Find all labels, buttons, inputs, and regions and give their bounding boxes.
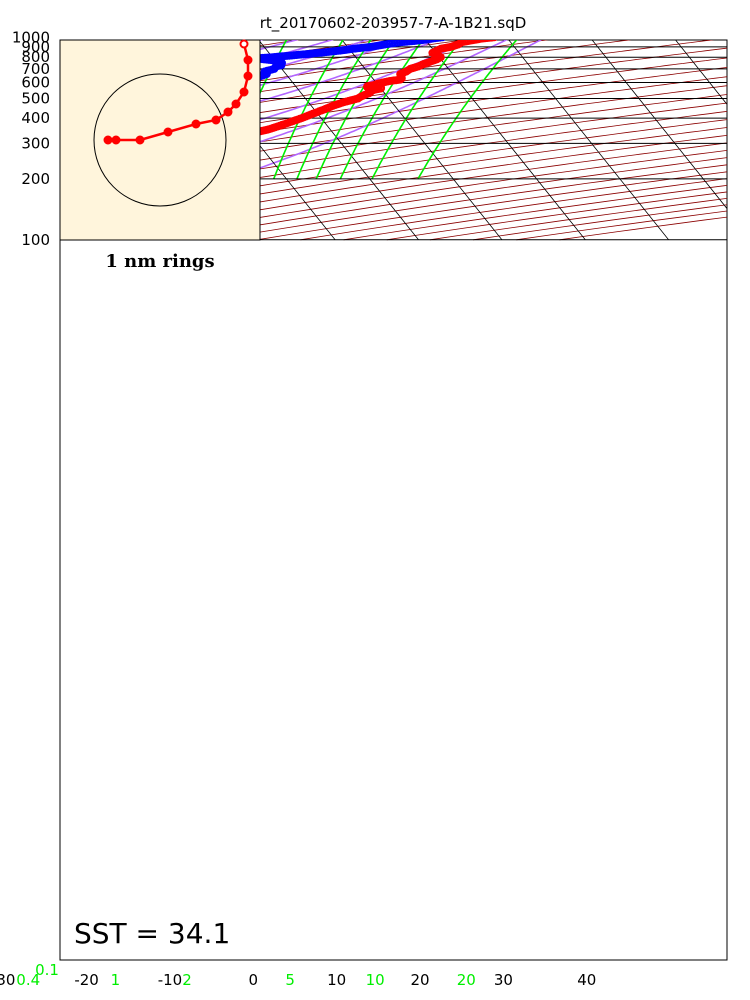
dewpoint-point xyxy=(0,132,6,138)
chart-title: rt_20170602-203957-7-A-1B21.sqD xyxy=(260,14,527,33)
isotherm-line xyxy=(341,40,503,241)
isotherm-line xyxy=(0,33,2,240)
drift-track-point xyxy=(103,135,113,145)
drift-track-point xyxy=(191,119,201,129)
dry-adiabat-line xyxy=(60,102,727,204)
drift-track-point xyxy=(223,107,233,117)
mixing-ratio-label: 10 xyxy=(366,971,385,989)
dry-adiabat-line xyxy=(84,142,727,241)
dry-adiabat-line xyxy=(127,149,727,241)
inset-background xyxy=(59,39,261,241)
mixing-ratio-label: 1 xyxy=(111,971,121,989)
dewpoint-point xyxy=(2,132,8,138)
y-tick-label: 500 xyxy=(21,89,50,107)
temperature-point xyxy=(491,40,498,42)
dry-adiabat-line xyxy=(60,134,727,237)
y-tick-label: 700 xyxy=(21,60,50,78)
dewpoint-point xyxy=(7,131,13,137)
drift-track-point xyxy=(243,55,253,65)
x-tick-label: -20 xyxy=(74,971,99,989)
isotherm-line xyxy=(675,40,727,105)
dewpoint-point xyxy=(35,128,41,134)
y-tick-label: 900 xyxy=(21,38,50,56)
drift-track-point xyxy=(211,115,221,125)
x-tick-label: -30 xyxy=(0,971,15,989)
drift-track-point xyxy=(239,39,249,49)
dewpoint-point xyxy=(33,128,39,134)
inset-track-panel: 1 nm rings xyxy=(59,39,261,272)
moist-adiabat-line xyxy=(60,40,543,225)
isotherm-line xyxy=(508,40,669,241)
mixing-ratio-label: 0.1 xyxy=(35,961,59,979)
drift-track-point xyxy=(135,135,145,145)
isotherm-line xyxy=(424,40,586,241)
dry-adiabat-line xyxy=(60,57,727,157)
drift-track-point xyxy=(239,87,249,97)
dry-adiabat-line xyxy=(60,111,727,212)
dry-adiabat-line xyxy=(60,119,727,221)
mixing-ratio-line xyxy=(272,40,344,180)
mixing-ratio-label: 5 xyxy=(285,971,295,989)
drift-track-point xyxy=(231,99,241,109)
dry-adiabat-line xyxy=(60,127,727,229)
mixing-ratio-label: 0.4 xyxy=(16,971,40,989)
mixing-ratio-labels: 0.10.4 1 2 5 10 20 xyxy=(16,961,476,989)
x-tick-label: 0 xyxy=(249,971,259,989)
dewpoint-point xyxy=(439,40,446,42)
x-tick-label: 10 xyxy=(327,971,346,989)
y-tick-label: 800 xyxy=(21,48,50,66)
dewpoint-point xyxy=(60,125,61,131)
x-tick-label: 40 xyxy=(577,971,596,989)
mixing-ratio-label: 2 xyxy=(182,971,192,989)
dewpoint-point xyxy=(44,127,50,133)
x-tick-label: -10 xyxy=(158,971,183,989)
inset-label: 1 nm rings xyxy=(105,251,214,272)
sst-label: SST = 34.1 xyxy=(74,917,230,950)
drift-track-point xyxy=(111,135,121,145)
isotherm-line xyxy=(591,40,727,210)
dewpoint-point xyxy=(47,126,53,132)
dewpoint-point xyxy=(0,133,1,139)
x-tick-label: 30 xyxy=(494,971,513,989)
range-ring xyxy=(93,73,227,207)
dewpoint-point xyxy=(42,127,48,133)
dry-adiabat-line xyxy=(60,47,727,147)
y-tick-label: 400 xyxy=(21,109,50,127)
dewpoint-point xyxy=(12,131,18,137)
dewpoint-point xyxy=(37,128,43,134)
dewpoint-point xyxy=(9,131,15,137)
dewpoint-point xyxy=(14,130,20,136)
dewpoint-point xyxy=(5,132,11,138)
dewpoint-point xyxy=(51,126,57,132)
y-tick-label: 300 xyxy=(21,134,50,152)
x-tick-label: 20 xyxy=(411,971,430,989)
y-tick-label: 1000 xyxy=(12,29,50,47)
y-tick-label: 600 xyxy=(21,73,50,91)
y-tick-label: 100 xyxy=(21,231,50,249)
dewpoint-point xyxy=(39,127,45,133)
mixing-ratio-label: 20 xyxy=(457,971,476,989)
y-tick-label: 200 xyxy=(21,170,50,188)
drift-track-point xyxy=(163,127,173,137)
mixing-ratio-line xyxy=(417,40,518,180)
drift-track-point xyxy=(243,71,253,81)
dewpoint-point xyxy=(0,133,3,139)
